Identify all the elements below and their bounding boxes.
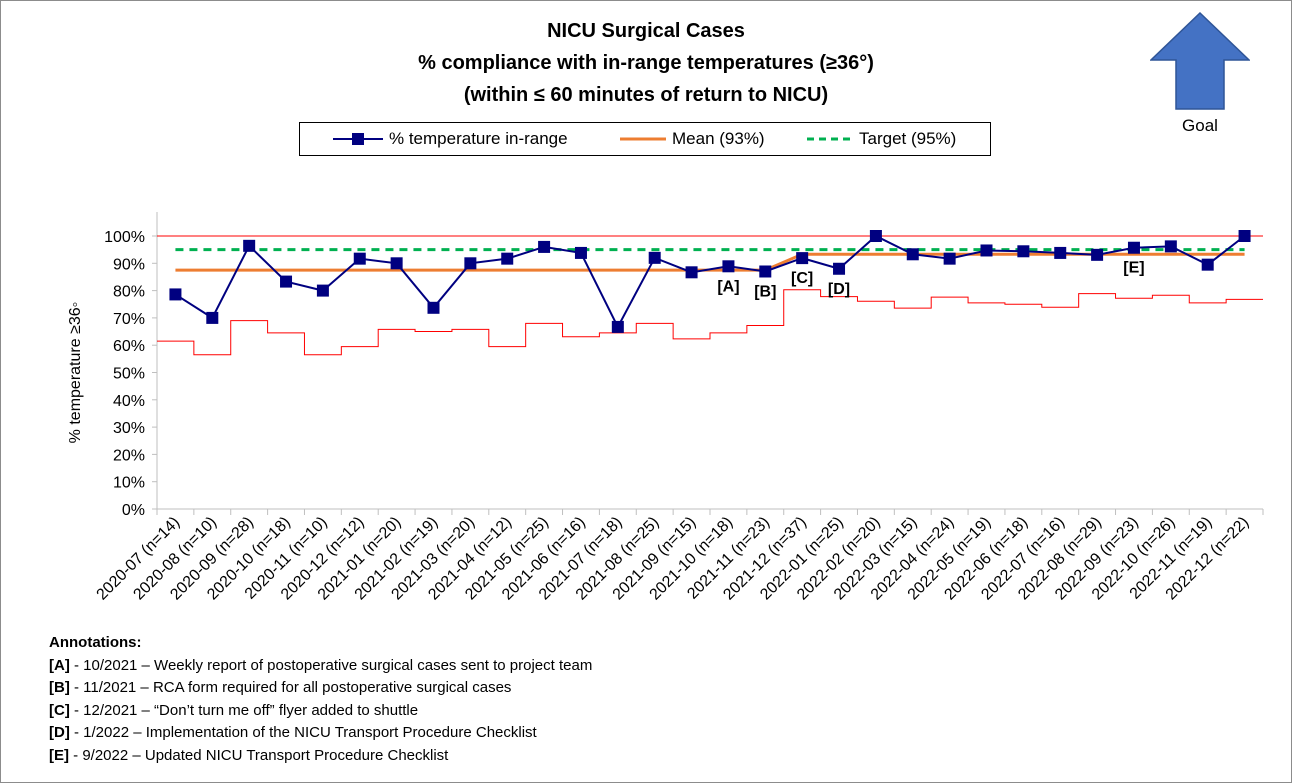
legend-label-mean: Mean (93%)	[672, 129, 765, 148]
data-point	[833, 262, 846, 275]
y-tick-label: 70%	[113, 311, 145, 328]
data-point	[427, 301, 440, 314]
legend-line-icon	[620, 137, 666, 141]
annotation-tag: [B]	[49, 679, 70, 696]
data-point	[1238, 230, 1251, 242]
annotation-text: - 1/2022 – Implementation of the NICU Tr…	[69, 724, 537, 741]
annotation-text: - 10/2021 – Weekly report of postoperati…	[69, 656, 593, 674]
series-line	[174, 234, 1246, 330]
annotation-tag: [C]	[49, 701, 70, 719]
data-point	[611, 320, 624, 333]
annotation-tag: [E]	[49, 746, 69, 764]
annotation-marker: [E]	[1123, 260, 1144, 277]
data-point	[464, 257, 477, 270]
annotation-d: [D] - 1/2022 – Implementation of the NIC…	[49, 722, 592, 745]
y-tick-label: 40%	[113, 393, 145, 410]
chart-title-line-3: (within ≤ 60 minutes of return to NICU)	[463, 84, 829, 106]
annotation-marker: [A]	[717, 278, 739, 295]
chart-title-line-1: NICU Surgical Cases	[547, 20, 745, 42]
y-axis-title: % temperature ≥36◦	[67, 302, 84, 444]
data-point	[722, 260, 735, 273]
legend-item-mean: Mean (93%)	[620, 123, 765, 155]
legend-item-target: Target (95%)	[807, 123, 956, 155]
annotation-marker: [D]	[828, 281, 850, 298]
data-point	[1017, 245, 1030, 258]
data-point	[759, 265, 772, 278]
legend-dashed-line-icon	[807, 137, 853, 141]
data-point	[243, 239, 256, 252]
data-point	[943, 252, 956, 265]
mean-line	[175, 252, 1245, 272]
goal-label: Goal	[1182, 116, 1218, 135]
data-point	[1164, 240, 1177, 253]
annotations-heading: Annotations:	[49, 634, 142, 651]
data-point	[353, 252, 366, 265]
data-point	[1054, 246, 1067, 259]
annotation-b: [B] - 11/2021 – RCA form required for al…	[49, 677, 592, 700]
annotation-text: - 9/2022 – Updated NICU Transport Proced…	[69, 746, 449, 764]
annotation-text: - 12/2021 – “Don’t turn me off” flyer ad…	[69, 701, 419, 719]
data-point	[169, 288, 182, 301]
data-point	[1091, 248, 1104, 261]
y-tick-label: 50%	[113, 366, 145, 383]
annotation-c: [C] - 12/2021 – “Don’t turn me off” flye…	[49, 700, 592, 723]
data-point	[906, 248, 919, 261]
data-point	[390, 257, 403, 270]
y-tick-label: 20%	[113, 447, 145, 464]
annotation-e: [E] - 9/2022 – Updated NICU Transport Pr…	[49, 745, 592, 768]
annotation-tag: [D]	[49, 724, 70, 741]
legend-label-target: Target (95%)	[859, 129, 957, 148]
annotations-panel: Annotations: [A] - 10/2021 – Weekly repo…	[49, 632, 592, 767]
annotation-text: - 11/2021 – RCA form required for all po…	[69, 679, 512, 696]
y-tick-label: 10%	[113, 475, 145, 492]
y-tick-label: 90%	[113, 256, 145, 273]
annotation-marker: [C]	[791, 270, 813, 287]
data-point	[574, 246, 587, 259]
chart-legend: % temperature in-range Mean (93%) Target…	[299, 122, 991, 156]
legend-label-series: % temperature in-range	[389, 129, 568, 148]
data-point	[685, 266, 698, 279]
y-tick-label: 60%	[113, 338, 145, 355]
data-point	[280, 275, 293, 288]
data-point	[980, 244, 993, 257]
chart-plot: 0% 10% 20% 30% 40% 50% 60% 70% 80% 90% 100% % tempe…	[67, 212, 1264, 604]
data-point	[1201, 258, 1214, 271]
data-point	[796, 252, 809, 265]
data-point	[206, 311, 219, 324]
data-point	[1127, 241, 1140, 254]
legend-item-series: % temperature in-range	[333, 123, 568, 155]
data-point	[538, 240, 551, 253]
y-tick-label: 30%	[113, 420, 145, 437]
data-point	[501, 252, 514, 265]
annotation-tag: [A]	[49, 656, 70, 674]
data-point	[648, 251, 661, 264]
annotation-a: [A] - 10/2021 – Weekly report of postope…	[49, 655, 592, 678]
chart-title-line-2: % compliance with in-range temperatures …	[418, 52, 874, 74]
y-tick-label: 0%	[122, 502, 145, 519]
goal-up-arrow-icon	[1150, 12, 1250, 110]
annotation-marker: [B]	[754, 283, 776, 300]
data-point	[869, 230, 882, 242]
y-tick-label: 80%	[113, 284, 145, 301]
data-point	[316, 284, 329, 297]
legend-line-marker-icon	[333, 133, 383, 145]
lower-control-limit	[157, 289, 1263, 356]
y-tick-label: 100%	[104, 229, 145, 246]
